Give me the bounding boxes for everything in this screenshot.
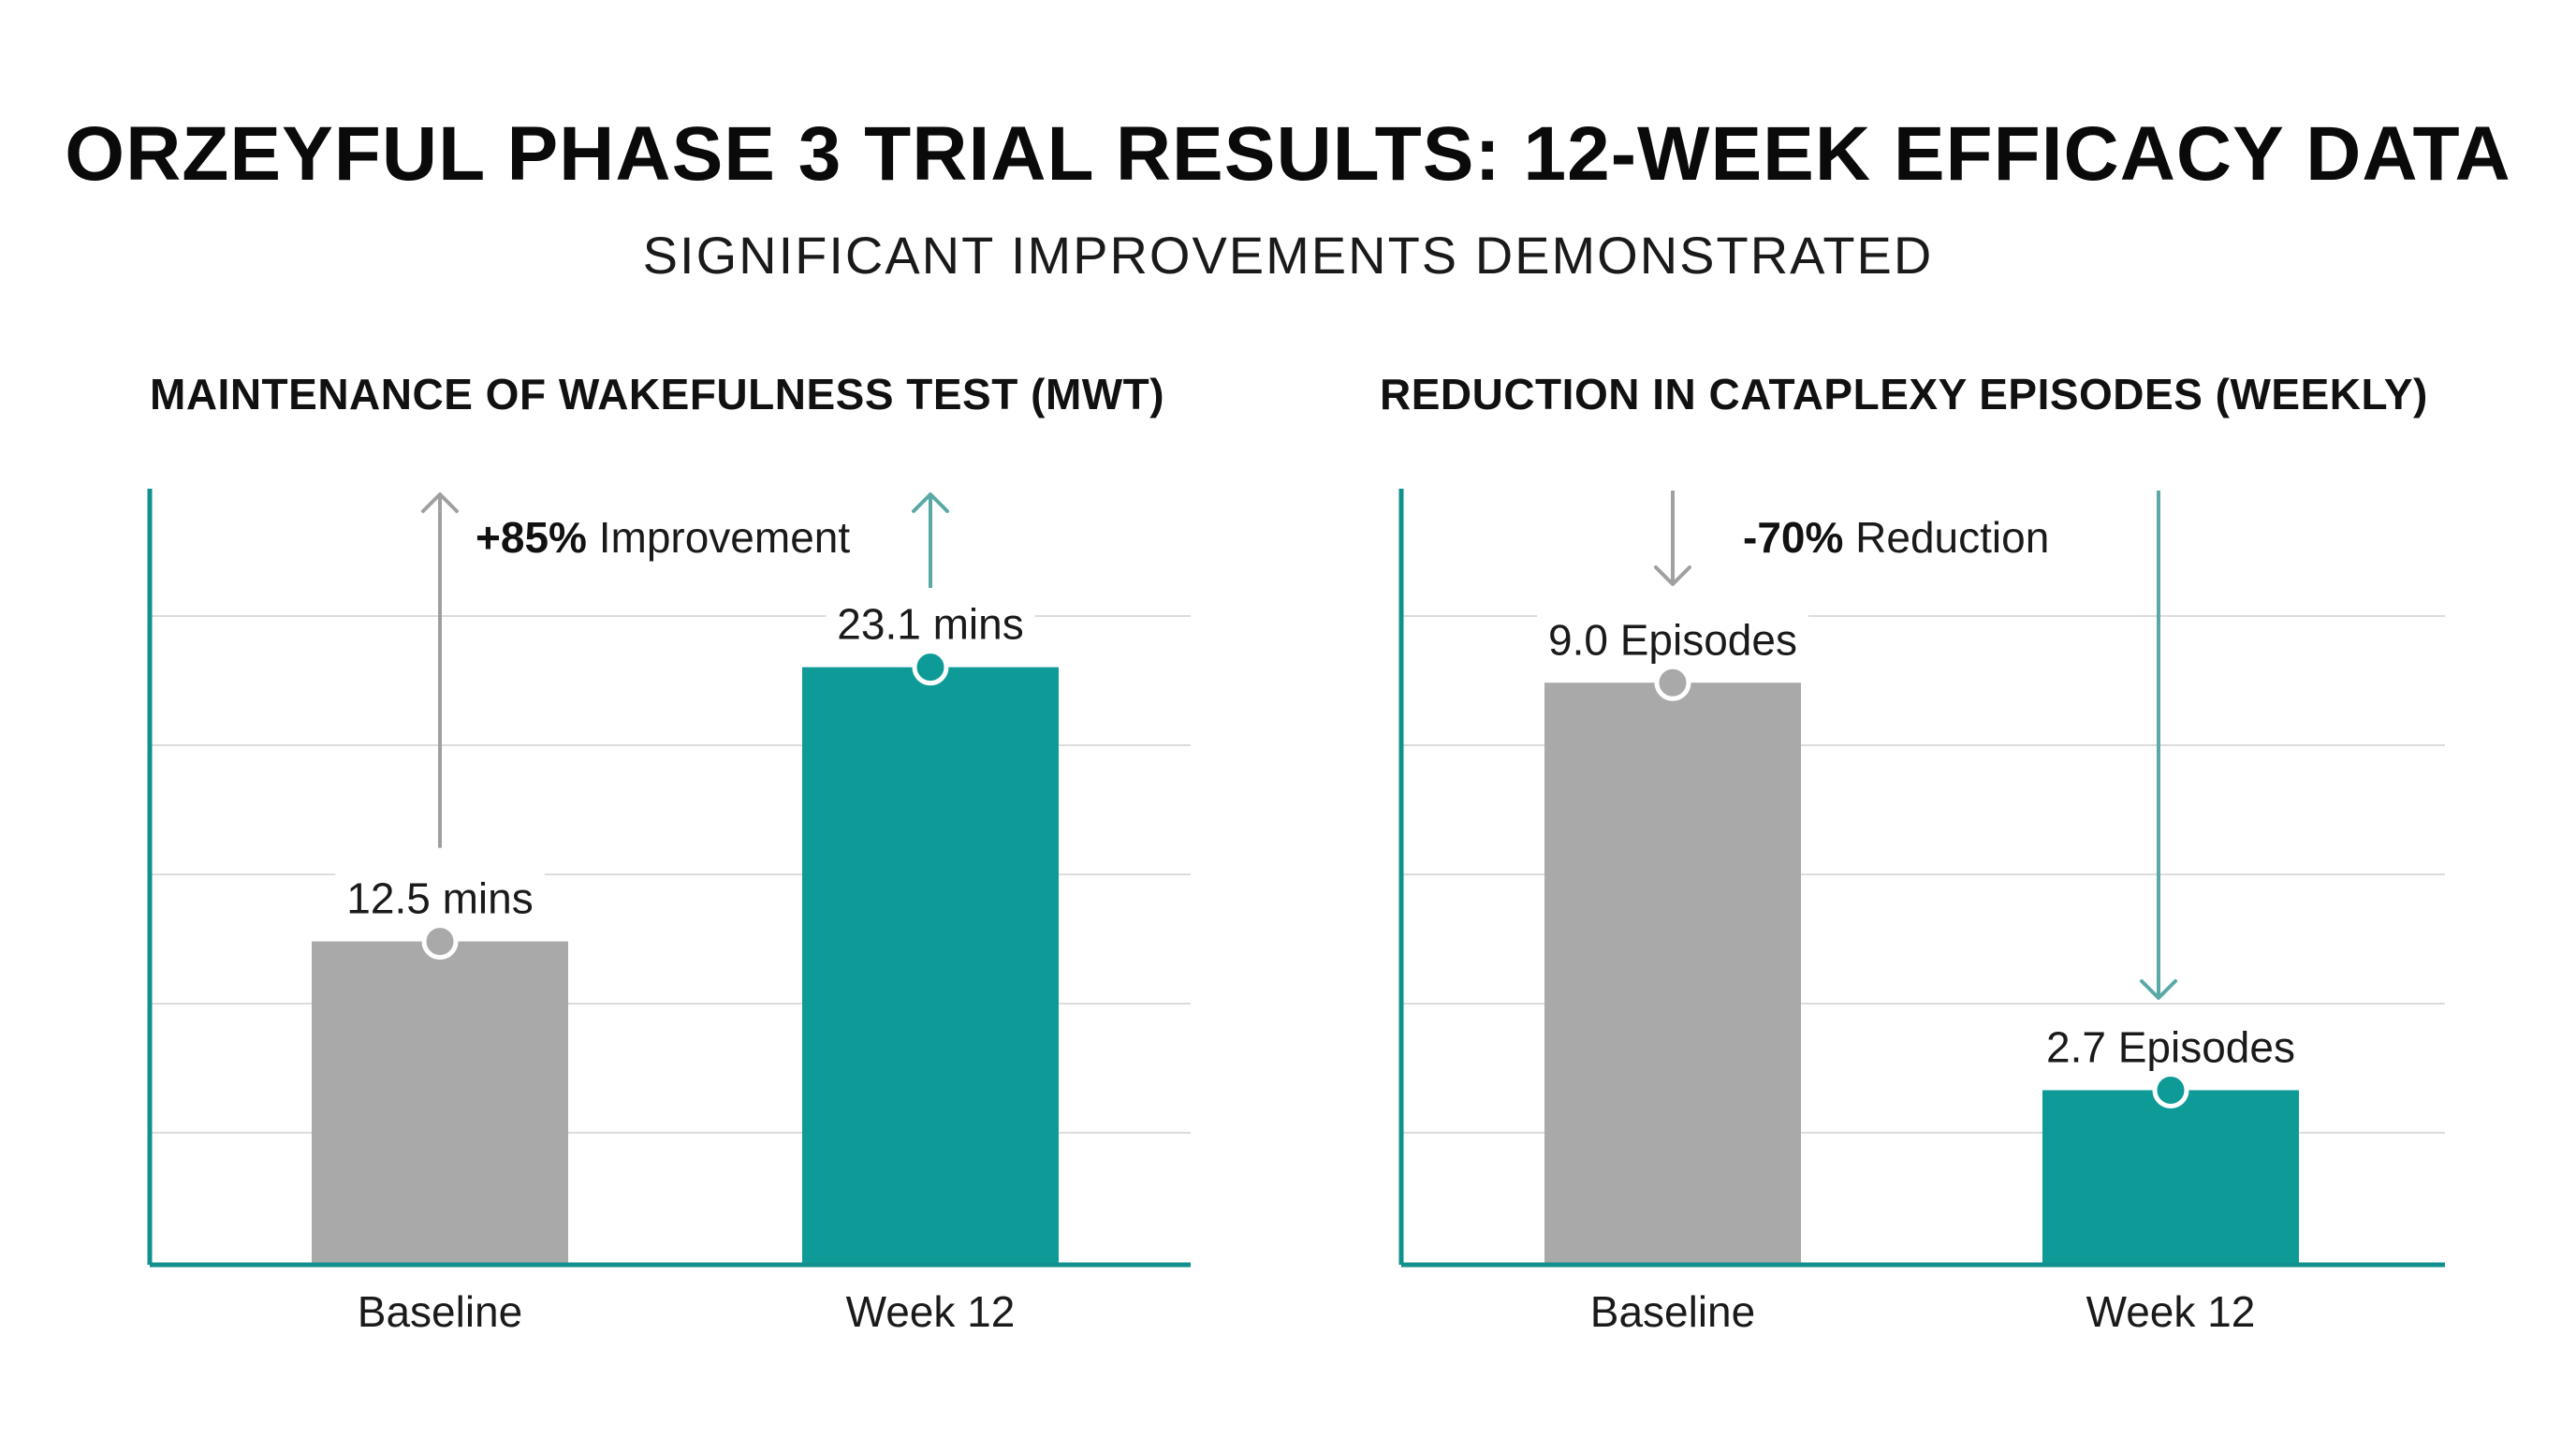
value-label-bg-0-0 <box>335 870 545 927</box>
value-label-bg-1-1 <box>2035 1019 2306 1076</box>
annotation-text-1: -70% Reduction <box>1743 513 2049 562</box>
value-marker-1-1 <box>2152 1071 2189 1108</box>
tick-label-0-1: Week 12 <box>846 1287 1016 1336</box>
tick-label-1-1: Week 12 <box>2086 1287 2256 1336</box>
annotation-arrow-head-1-1 <box>2140 979 2177 1000</box>
annotation-arrow-head-1-0 <box>1654 565 1691 586</box>
annotation-percent-0: +85% <box>476 513 587 562</box>
value-marker-0-0 <box>421 923 459 961</box>
annotation-text-0: +85% Improvement <box>476 513 850 562</box>
tick-label-1-0: Baseline <box>1590 1287 1755 1336</box>
chart-title-mwt: MAINTENANCE OF WAKEFULNESS TEST (MWT) <box>150 370 1165 418</box>
bar-1-baseline <box>1544 682 1801 1265</box>
value-marker-1-0 <box>1654 664 1691 701</box>
tick-label-0-0: Baseline <box>358 1287 522 1336</box>
value-label-0-0: 12.5 mins <box>346 874 533 923</box>
annotation-label-0: Improvement <box>587 513 850 562</box>
bar-1-week-12 <box>2042 1090 2299 1265</box>
bar-0-week-12 <box>802 667 1059 1265</box>
value-label-1-1: 2.7 Episodes <box>2046 1022 2295 1071</box>
value-label-bg-1-0 <box>1537 611 1808 668</box>
chart-0: 12.5 mins 23.1 mins Baseline Week 12 +85% Im… <box>147 489 1191 1336</box>
page-title: ORZEYFUL PHASE 3 TRIAL RESULTS: 12-WEEK … <box>65 111 2511 197</box>
chart-1: 9.0 Episodes 2.7 Episodes Baseline Week 12 -… <box>1398 489 2445 1336</box>
annotation-percent-1: -70% <box>1743 513 1843 562</box>
annotation-label-1: Reduction <box>1843 513 2049 562</box>
chart-title-cataplexy: REDUCTION IN CATAPLEXY EPISODES (WEEKLY) <box>1380 370 2428 418</box>
page-subtitle: SIGNIFICANT IMPROVEMENTS DEMONSTRATED <box>642 226 1934 285</box>
value-label-1-0: 9.0 Episodes <box>1548 615 1797 664</box>
bar-0-baseline <box>312 941 568 1265</box>
value-marker-0-1 <box>912 649 949 686</box>
annotation-arrow-head-0-1 <box>912 492 949 513</box>
value-label-bg-0-1 <box>826 595 1035 653</box>
annotation-arrow-head-0-0 <box>421 492 459 513</box>
value-label-0-1: 23.1 mins <box>837 600 1023 649</box>
